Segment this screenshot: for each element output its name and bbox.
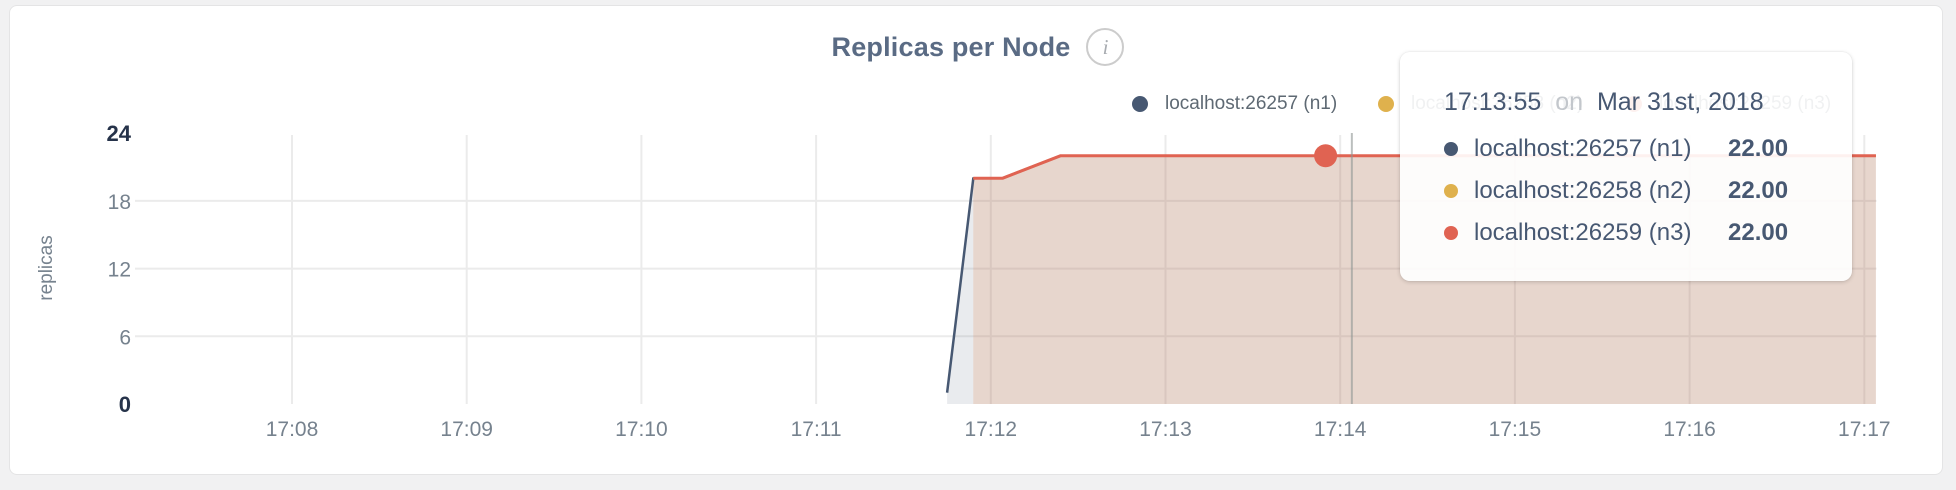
tooltip-dot-n3: [1444, 226, 1458, 240]
tooltip-time: 17:13:55: [1444, 88, 1542, 116]
x-tick-label: 17:11: [791, 418, 842, 441]
chart-header: Replicas per Node i: [0, 28, 1956, 66]
x-tick-label: 17:09: [440, 418, 493, 441]
tooltip-series-value: 22.00: [1728, 177, 1789, 204]
tooltip-rows: localhost:26257 (n1) 22.00 localhost:262…: [1444, 128, 1822, 254]
tooltip-date-text: Mar 31st, 2018: [1596, 88, 1764, 116]
tooltip-timestamp: 17:13:55 on Mar 31st, 2018: [1444, 88, 1764, 116]
y-tick-label: 6: [119, 326, 131, 349]
hover-tooltip: 17:13:55 on Mar 31st, 2018 localhost:262…: [1400, 52, 1852, 281]
tooltip-row-n3: localhost:26259 (n3) 22.00: [1444, 212, 1822, 254]
tooltip-row-n2: localhost:26258 (n2) 22.00: [1444, 170, 1822, 212]
x-tick-label: 17:16: [1663, 418, 1716, 441]
legend-dot-n2: [1378, 96, 1394, 112]
x-tick-label: 17:13: [1139, 418, 1192, 441]
x-tick-label: 17:14: [1314, 418, 1367, 441]
x-tick-label: 17:17: [1838, 418, 1891, 441]
y-tick-label: 24: [107, 121, 132, 146]
y-axis-label: replicas: [36, 235, 57, 300]
y-tick-label: 0: [119, 392, 131, 417]
y-tick-label: 12: [108, 259, 131, 282]
tooltip-date: [1590, 88, 1597, 116]
tooltip-series-value: 22.00: [1728, 219, 1789, 246]
y-tick-label: 18: [108, 191, 131, 214]
tooltip-series-name: localhost:26257 (n1): [1474, 135, 1692, 162]
tooltip-row-n1: localhost:26257 (n1) 22.00: [1444, 128, 1822, 170]
legend-item-n1: localhost:26257 (n1): [1132, 93, 1337, 115]
tooltip-series-name: localhost:26259 (n3): [1474, 219, 1692, 246]
tooltip-dot-n1: [1444, 142, 1458, 156]
legend-label-n1: localhost:26257 (n1): [1165, 93, 1338, 114]
page-title: Replicas per Node: [831, 31, 1071, 62]
x-tick-label: 17:15: [1489, 418, 1542, 441]
hover-point[interactable]: [1314, 144, 1338, 168]
tooltip-series-value: 22.00: [1728, 135, 1789, 162]
legend-dot-n1: [1132, 96, 1148, 112]
x-tick-label: 17:10: [615, 418, 668, 441]
tooltip-series-name: localhost:26258 (n2): [1474, 177, 1692, 204]
info-icon[interactable]: i: [1086, 28, 1125, 66]
x-tick-label: 17:12: [965, 418, 1018, 441]
tooltip-dot-n2: [1444, 184, 1458, 198]
x-tick-label: 17:08: [266, 418, 319, 441]
